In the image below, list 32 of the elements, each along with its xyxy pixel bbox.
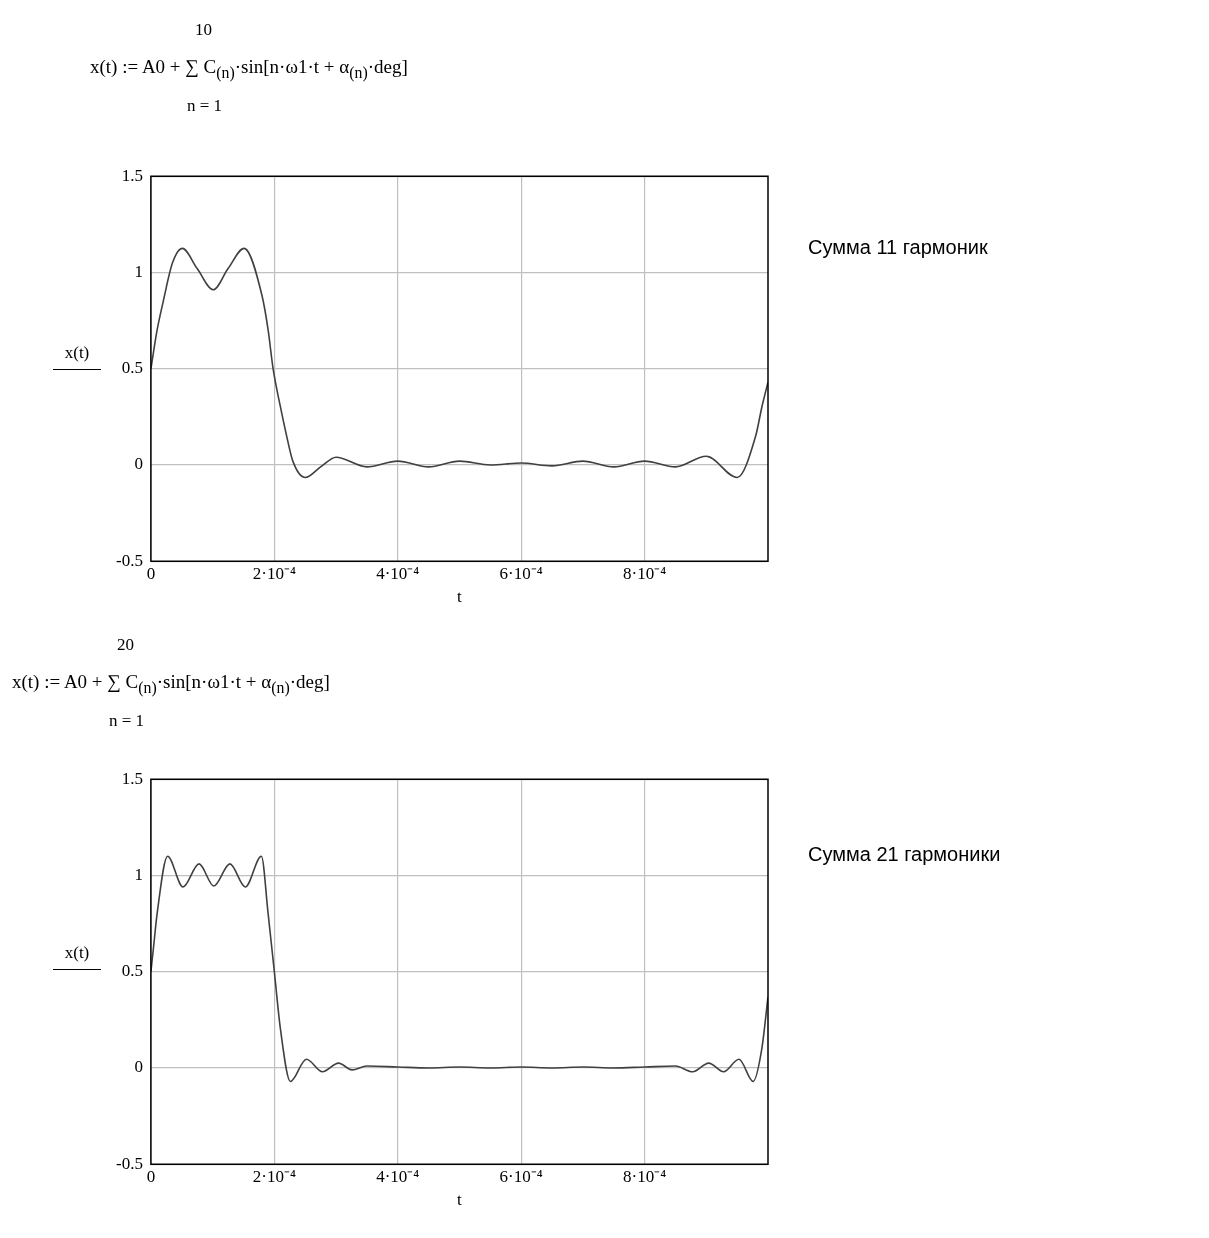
x-tick-label: 2·10⁻⁴ (252, 563, 296, 583)
y-tick-label: 1.5 (121, 165, 143, 185)
text: 10 (195, 20, 212, 40)
y-tick-label: 0 (134, 1057, 143, 1077)
y-tick-label: 0 (134, 454, 143, 474)
y-tick-label: 1.5 (121, 768, 143, 788)
text: n = 1 (187, 96, 223, 116)
y-tick-label: 1 (134, 261, 143, 281)
x-tick-label: 8·10⁻⁴ (623, 1166, 667, 1186)
y-tick-label: -0.5 (115, 1153, 143, 1173)
x-tick-label: 6·10⁻⁴ (499, 1166, 543, 1186)
line-series (150, 855, 768, 1083)
text: Сумма 11 гармоник (808, 236, 988, 259)
y-tick-label: -0.5 (115, 550, 143, 570)
x-tick-label: 2·10⁻⁴ (252, 1166, 296, 1186)
x-tick-label: 6·10⁻⁴ (499, 563, 543, 583)
x-tick-label: 4·10⁻⁴ (376, 563, 420, 583)
x-axis-title: t (457, 1190, 463, 1210)
text: n = 1 (109, 711, 145, 731)
chart-title: x(t) := A0 + ∑ C$_{(n)}$·sin[n·ω1·t + α$_{(n)}$·deg] (12, 671, 330, 697)
chart-title: x(t) := A0 + ∑ C$_{(n)}$·sin[n·ω1·t + α$_{(n)}$·deg] (90, 56, 408, 82)
x-tick-label: 4·10⁻⁴ (376, 1166, 420, 1186)
y-axis-title: x(t) (53, 943, 101, 970)
y-tick-label: 0.5 (121, 358, 143, 378)
y-tick-label: 1 (134, 864, 143, 884)
y-axis-title: x(t) (53, 343, 101, 370)
text: Сумма 21 гармоники (808, 843, 1001, 866)
y-tick-label: 0.5 (121, 961, 143, 981)
text: 20 (117, 635, 134, 655)
x-axis-title: t (457, 587, 463, 607)
line-series (150, 247, 768, 479)
x-tick-label: 8·10⁻⁴ (623, 563, 667, 583)
